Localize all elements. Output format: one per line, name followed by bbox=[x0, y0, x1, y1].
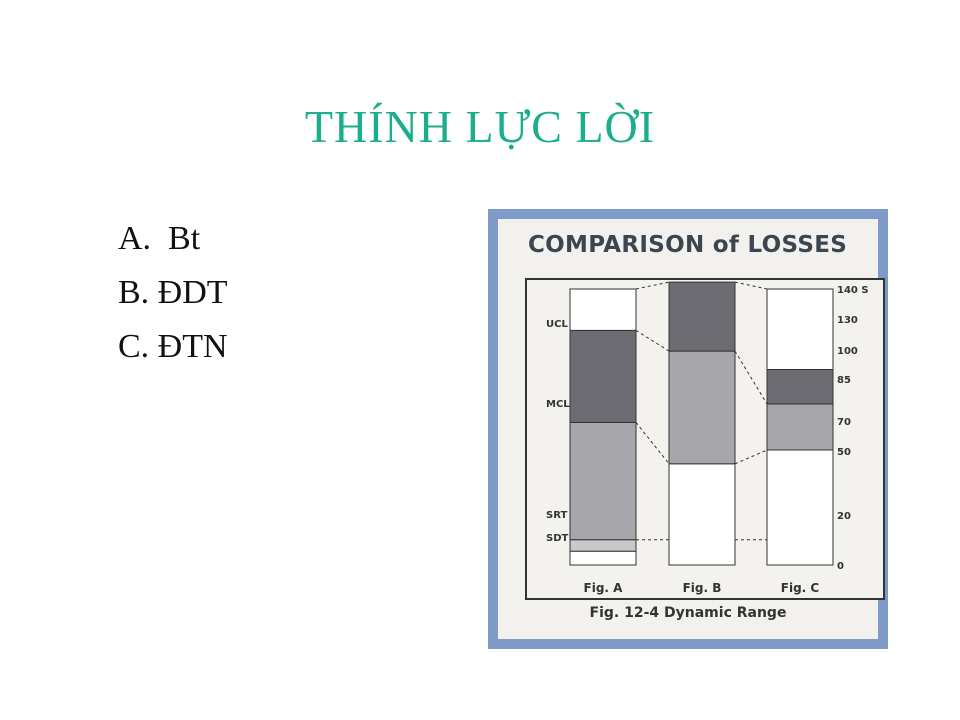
column-label: Fig. B bbox=[683, 581, 722, 595]
bar-segment bbox=[668, 463, 736, 566]
bar-segment bbox=[766, 288, 834, 370]
figure-heading: COMPARISON of LOSSES bbox=[528, 232, 848, 258]
slide-title: THÍNH LỰC LỜI bbox=[304, 101, 656, 152]
bar-segment bbox=[569, 329, 637, 423]
axis-tick-label: 50 bbox=[837, 447, 851, 458]
answer-options: A. Bt B. ĐDT C. ĐTN bbox=[118, 216, 228, 378]
bar-segment bbox=[569, 550, 637, 566]
column-label: Fig. A bbox=[584, 581, 624, 595]
option-a: A. Bt bbox=[118, 220, 201, 257]
level-label: SDT bbox=[546, 533, 569, 544]
bar-segment bbox=[569, 539, 637, 552]
axis-tick-label: 85 bbox=[837, 375, 851, 386]
dashed-connector bbox=[734, 281, 768, 290]
bar-segment bbox=[766, 449, 834, 566]
dashed-connector bbox=[734, 350, 768, 405]
bar-segment bbox=[668, 281, 736, 352]
dashed-connector bbox=[635, 422, 670, 465]
axis-tick-label: 140 S bbox=[837, 285, 869, 296]
dashed-connector bbox=[635, 329, 670, 352]
figure-caption: Fig. 12-4 Dynamic Range bbox=[589, 605, 787, 621]
bar-segment bbox=[668, 350, 736, 465]
option-b: B. ĐDT bbox=[118, 274, 228, 311]
axis-tick-label: 100 bbox=[837, 346, 858, 357]
column-label: Fig. C bbox=[781, 581, 820, 595]
option-c: C. ĐTN bbox=[118, 328, 228, 365]
dynamic-range-chart: Fig. A Fig. B Fig. C UCL MCL SRT SDT 140 S 130 10… bbox=[546, 281, 869, 595]
bar-segment bbox=[766, 403, 834, 451]
level-label: MCL bbox=[546, 399, 570, 410]
level-label: SRT bbox=[546, 510, 567, 521]
dashed-connector bbox=[734, 449, 768, 465]
dashed-connector bbox=[635, 281, 670, 290]
bar-segment bbox=[569, 288, 637, 331]
axis-tick-label: 70 bbox=[837, 417, 851, 428]
axis-tick-label: 130 bbox=[837, 315, 858, 326]
axis-tick-label: 20 bbox=[837, 511, 851, 522]
axis-tick-label: 0 bbox=[837, 561, 844, 572]
level-label: UCL bbox=[546, 319, 568, 330]
bar-segment bbox=[569, 421, 637, 541]
bar-segment bbox=[766, 369, 834, 405]
